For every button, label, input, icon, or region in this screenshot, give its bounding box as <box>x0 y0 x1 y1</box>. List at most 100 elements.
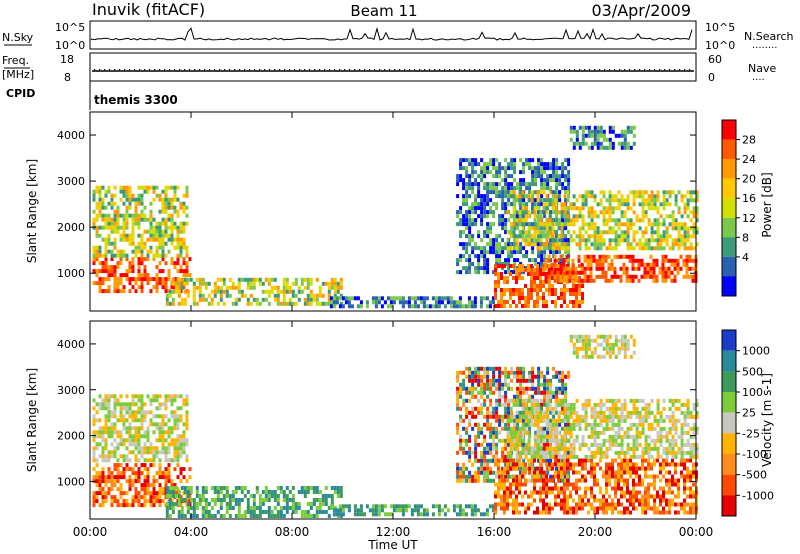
scatter-cell <box>167 458 171 463</box>
scatter-cell <box>492 238 496 243</box>
scatter-cell <box>356 296 360 301</box>
scatter-cell <box>374 512 378 517</box>
scatter-cell <box>465 234 469 239</box>
scatter-cell <box>533 478 536 483</box>
scatter-cell <box>611 246 615 251</box>
nave-dot <box>154 69 156 71</box>
scatter-cell <box>165 486 169 490</box>
scatter-cell <box>568 278 572 283</box>
scatter-cell <box>300 490 304 494</box>
scatter-cell <box>143 277 147 282</box>
scatter-cell <box>125 221 129 226</box>
scatter-cell <box>531 258 535 263</box>
scatter-cell <box>644 230 648 235</box>
scatter-cell <box>531 466 535 471</box>
scatter-cell <box>179 249 183 254</box>
scatter-cell <box>628 274 632 279</box>
scatter-cell <box>389 296 393 301</box>
scatter-cell <box>501 370 505 375</box>
scatter-cell <box>542 304 545 308</box>
scatter-cell <box>527 230 531 235</box>
scatter-cell <box>167 269 171 274</box>
scatter-cell <box>587 145 591 150</box>
scatter-cell <box>489 442 493 447</box>
scatter-cell <box>528 258 532 263</box>
scatter-cell <box>107 221 111 226</box>
scatter-cell <box>667 270 671 275</box>
scatter-cell <box>551 490 554 495</box>
scatter-cell <box>572 304 575 308</box>
scatter-cell <box>410 296 414 301</box>
scatter-cell <box>146 475 150 480</box>
scatter-cell <box>110 487 114 492</box>
scatter-cell <box>407 504 411 509</box>
scatter-cell <box>583 270 587 275</box>
scatter-cell <box>548 230 552 235</box>
scatter-cell <box>608 194 612 199</box>
scatter-cell <box>543 442 547 447</box>
scatter-cell <box>540 374 544 379</box>
scatter-cell <box>540 170 544 175</box>
scatter-cell <box>113 499 117 504</box>
scatter-cell <box>578 494 581 499</box>
scatter-cell <box>555 374 559 379</box>
scatter-cell <box>513 258 517 263</box>
scatter-cell <box>330 494 334 498</box>
scatter-cell <box>494 502 497 507</box>
scatter-cell <box>113 463 117 468</box>
scatter-cell <box>513 166 517 171</box>
scatter-cell <box>149 237 153 242</box>
scatter-cell <box>662 206 666 211</box>
nave-dot <box>129 69 131 71</box>
scatter-cell <box>176 438 180 443</box>
scatter-cell <box>167 217 171 222</box>
scatter-cell <box>587 190 591 195</box>
scatter-cell <box>641 214 645 219</box>
scatter-cell <box>140 213 144 218</box>
scatter-cell <box>486 426 490 431</box>
scatter-cell <box>98 233 102 238</box>
scatter-cell <box>510 378 514 383</box>
scatter-cell <box>592 278 596 283</box>
scatter-cell <box>623 478 626 483</box>
scatter-cell <box>207 281 211 286</box>
scatter-cell <box>98 185 102 190</box>
scatter-cell <box>629 458 632 463</box>
scatter-cell <box>542 490 545 495</box>
scatter-cell <box>146 273 150 278</box>
colorbar-segment <box>722 256 736 277</box>
scatter-cell <box>510 386 514 391</box>
scatter-cell <box>140 209 144 214</box>
scatter-cell <box>635 230 639 235</box>
scatter-cell <box>315 490 319 494</box>
scatter-cell <box>670 262 674 267</box>
scatter-cell <box>198 494 202 498</box>
scatter-cell <box>204 490 208 494</box>
scatter-cell <box>536 238 540 243</box>
scatter-cell <box>596 137 600 142</box>
scatter-cell <box>179 406 183 411</box>
scatter-cell <box>653 194 657 199</box>
scatter-cell <box>528 182 532 187</box>
scatter-cell <box>644 470 647 475</box>
scatter-cell <box>225 490 229 494</box>
scatter-cell <box>543 182 547 187</box>
scatter-cell <box>486 186 490 191</box>
scatter-cell <box>462 398 466 403</box>
scatter-cell <box>556 278 560 283</box>
scatter-cell <box>125 430 129 435</box>
freq-right-legend: .... <box>752 72 765 83</box>
scatter-cell <box>104 241 108 246</box>
scatter-cell <box>143 217 147 222</box>
scatter-cell <box>572 466 575 471</box>
scatter-cell <box>113 209 117 214</box>
nave-dot <box>634 69 636 71</box>
scatter-cell <box>542 190 546 195</box>
scatter-cell <box>521 194 525 199</box>
scatter-cell <box>95 410 99 415</box>
scatter-cell <box>119 414 123 419</box>
scatter-cell <box>467 296 471 301</box>
scatter-cell <box>297 289 301 294</box>
scatter-cell <box>504 398 508 403</box>
scatter-cell <box>327 293 331 298</box>
